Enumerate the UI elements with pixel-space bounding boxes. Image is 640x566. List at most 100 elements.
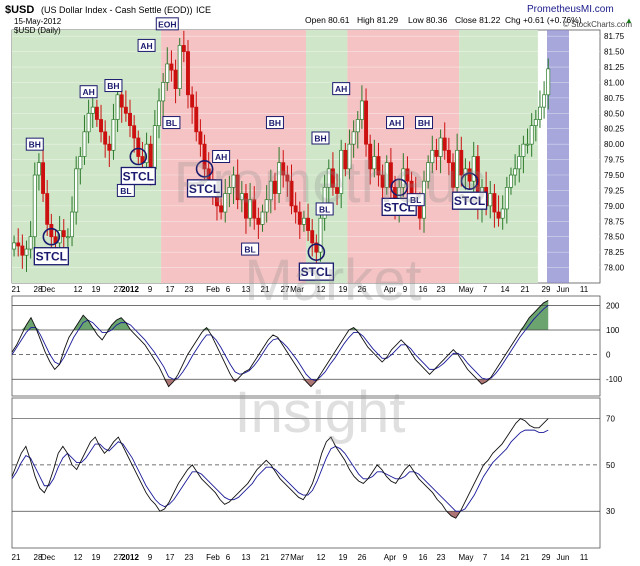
- candle-body: [41, 162, 46, 194]
- candle-body: [45, 193, 50, 225]
- candle-body: [301, 217, 306, 225]
- annotation-label: BL: [319, 204, 330, 214]
- price-tick-label: 80.00: [604, 140, 625, 149]
- candle-body: [86, 112, 91, 133]
- x-tick-label: Mar: [290, 285, 304, 294]
- candle-body: [281, 162, 286, 176]
- candle-body: [521, 143, 526, 157]
- watermark-line-3: Insight: [235, 380, 406, 445]
- candle-body: [186, 51, 190, 96]
- candle-body: [438, 137, 443, 157]
- candle-body: [272, 180, 277, 194]
- zone-green: [12, 30, 162, 283]
- stcl-circle: [129, 147, 148, 166]
- stcl-circle: [390, 178, 408, 197]
- x-tick-label: 21: [261, 553, 270, 562]
- price-tick-label: 81.00: [604, 78, 625, 87]
- osc-tick-label: 200: [606, 301, 620, 310]
- x-tick-label: 29: [542, 285, 551, 294]
- panel-border: [11, 397, 601, 549]
- price-tick-label: 78.75: [604, 217, 625, 226]
- candle-body: [161, 82, 166, 102]
- candle-body: [248, 199, 253, 219]
- stcl-box: [298, 262, 335, 281]
- candle-body: [252, 199, 257, 219]
- candle-body: [314, 242, 319, 253]
- osc-tick-label: -100: [606, 375, 623, 384]
- chart-symbol: $USD: [5, 4, 34, 16]
- candle-body: [256, 217, 261, 225]
- x-tick-label: 19: [92, 285, 101, 294]
- rsi-panel: 70 50 30: [11, 415, 615, 519]
- x-tick-label: May: [458, 553, 473, 562]
- x-tick-label: 19: [339, 285, 348, 294]
- candle-body: [533, 119, 538, 126]
- candle-body: [115, 94, 120, 120]
- price-tick-label: 81.75: [604, 32, 625, 41]
- watermark-line-1: Prometheus: [174, 150, 487, 215]
- candle-body: [20, 245, 25, 256]
- candle-body: [359, 100, 364, 120]
- candle-body: [94, 106, 99, 120]
- price-tick-label: 78.25: [604, 248, 625, 257]
- candle-body: [326, 168, 331, 188]
- annotation-box: [415, 116, 434, 130]
- candle-body: [504, 187, 509, 210]
- low-value: Low 80.36: [408, 15, 447, 25]
- x-tick-label: Dec: [41, 285, 55, 294]
- change-value: Chg +0.61 (+0.76%): [505, 15, 582, 25]
- stcl-label: STCL: [36, 250, 67, 264]
- candle-body: [132, 125, 137, 139]
- candle-body: [78, 156, 83, 170]
- candle-body: [202, 143, 207, 170]
- stcl-label: STCL: [123, 170, 154, 184]
- x-tick-label: 28: [34, 553, 43, 562]
- x-tick-label: 21: [12, 285, 21, 294]
- panel-border: [11, 295, 601, 397]
- candle-body: [330, 168, 335, 188]
- annotation-box: [25, 137, 44, 151]
- candle-body: [190, 94, 195, 108]
- candle-body: [459, 149, 464, 176]
- price-tick-label: 80.25: [604, 125, 625, 134]
- source-label: © StockCharts.com: [563, 20, 632, 29]
- price-tick-label: 79.50: [604, 171, 625, 180]
- candle-body: [471, 156, 476, 182]
- x-tick-label: 17: [166, 285, 175, 294]
- candle-body: [434, 149, 439, 157]
- stcl-box: [33, 247, 69, 266]
- candle-body: [152, 125, 157, 170]
- chart-exchange: ICE: [196, 5, 211, 15]
- annotation-box: [212, 150, 231, 163]
- zone-red: [161, 30, 306, 283]
- cci-panel: 200 100 0 -100: [11, 300, 623, 388]
- candle-body: [339, 149, 344, 194]
- price-tick-label: 80.50: [604, 109, 625, 118]
- candle-body: [430, 149, 435, 164]
- annotation-label: EOH: [158, 19, 176, 29]
- price-tick-label: 79.00: [604, 202, 625, 211]
- candle-body: [244, 193, 248, 219]
- candle-body: [401, 168, 406, 188]
- x-tick-label: 6: [226, 285, 231, 294]
- oscillator-line: [11, 417, 549, 519]
- annotation-box: [265, 116, 284, 130]
- x-tick-label: 13: [242, 285, 251, 294]
- x-tick-label: 12: [317, 285, 326, 294]
- candle-body: [82, 131, 87, 157]
- close-value: Close 81.22: [455, 15, 501, 25]
- candle-body: [264, 199, 269, 213]
- candle-body: [49, 224, 54, 238]
- annotation-box: [137, 38, 156, 52]
- chart-date: 15-May-2012: [14, 17, 62, 26]
- x-tick-label: 9: [403, 285, 408, 294]
- x-tick-label: 7: [483, 553, 488, 562]
- annotation-box: [406, 193, 425, 207]
- x-tick-label: Apr: [384, 285, 397, 294]
- x-tick-label: 23: [437, 285, 446, 294]
- osc-tick-label: 30: [606, 507, 615, 516]
- x-tick-label: 11: [580, 285, 589, 294]
- candle-body: [157, 100, 161, 126]
- x-tick-label: 9: [148, 285, 153, 294]
